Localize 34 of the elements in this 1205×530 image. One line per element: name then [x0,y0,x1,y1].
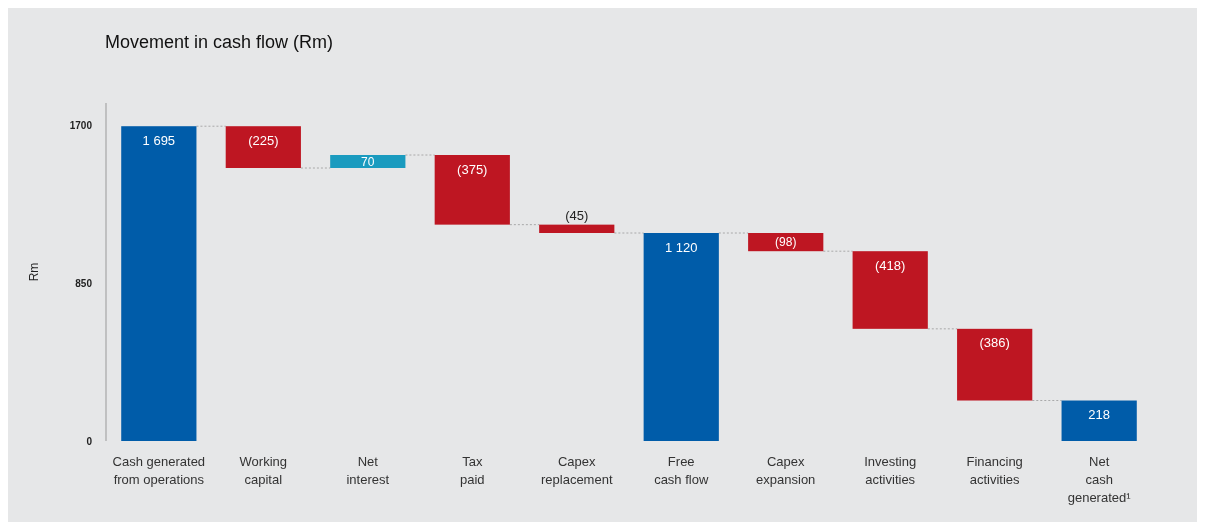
bar [539,224,615,233]
data-label: (418) [875,257,906,273]
data-label: 1 120 [664,239,698,255]
x-tick-label: Free cash flow [654,454,709,487]
data-label: 1 695 [142,132,176,148]
x-tick-label: Net interest [346,454,390,487]
bar [434,155,510,225]
data-label: 70 [361,154,375,169]
bar [330,155,406,168]
bar [643,233,719,441]
data-label: 218 [1088,407,1111,423]
bar [1061,400,1137,441]
x-tick-label: Financing activities [966,454,1023,487]
x-tick-label: Tax paid [459,454,485,487]
x-tick-label: Net cash generated¹ [1067,454,1132,505]
bar [852,251,928,329]
bar [957,328,1033,401]
chart-title: Movement in cash flow (Rm) [105,32,334,52]
y-tick-label: 0 [86,435,93,447]
data-label: (225) [248,132,279,148]
x-tick-label: Investing activities [864,454,917,487]
bar [121,126,197,441]
data-label: (375) [457,161,488,177]
x-tick-label: Working capital [239,454,288,487]
bar [225,126,301,168]
y-axis-title: Rm [27,262,41,282]
data-label: (386) [979,335,1010,351]
x-tick-label: Cash generated from operations [112,454,206,487]
x-tick-label: Capex replacement [540,454,613,487]
y-tick-label: 1700 [69,119,93,131]
x-tick-label: Capex expansion [756,454,816,487]
y-tick-label: 850 [75,277,93,289]
data-label: (45) [565,208,589,224]
data-label: (98) [775,235,797,250]
